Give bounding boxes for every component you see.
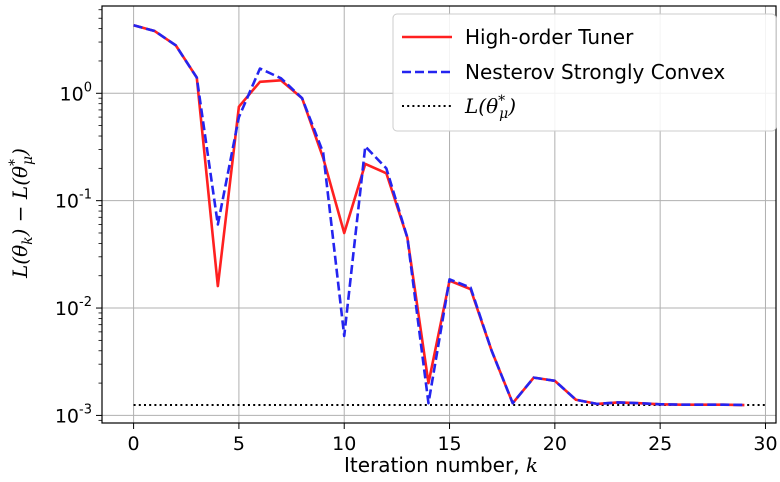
y-tick-label: 10-2 — [55, 295, 92, 320]
legend: High-order Tuner Nesterov Strongly Conve… — [392, 13, 777, 132]
series-layer — [133, 24, 766, 407]
x-tick-label: 30 — [753, 433, 777, 455]
x-tick-label: 10 — [332, 433, 356, 455]
legend-label-nesterov: Nesterov Strongly Convex — [465, 60, 725, 84]
x-tick-label: 20 — [543, 433, 567, 455]
y-tick-label: 10-1 — [55, 188, 92, 213]
x-tick-label: 25 — [648, 433, 672, 455]
x-tick-label: 0 — [128, 433, 140, 455]
axes-frame — [101, 5, 777, 424]
y-axis-label: L(θk) − L(θ*μ) — [7, 148, 36, 279]
legend-box — [392, 13, 777, 132]
x-axis-label: Iteration number, k — [344, 453, 538, 477]
x-axis: 0 5 10 15 20 25 30 — [128, 423, 778, 455]
y-tick-label: 10-3 — [55, 402, 92, 427]
legend-label-optimal-loss: L(θ* μ) — [464, 93, 516, 122]
x-tick-label: 5 — [233, 433, 245, 455]
y-axis: 10-3 10-2 10-1 100 — [55, 9, 102, 427]
svg-text:L(θk) − L(θ*μ): L(θk) − L(θ*μ) — [7, 148, 36, 279]
y-tick-label: 100 — [60, 80, 92, 105]
x-tick-label: 15 — [437, 433, 461, 455]
legend-label-high-order-tuner: High-order Tuner — [465, 25, 634, 49]
series-line-nesterov-strongly-convex — [133, 24, 745, 407]
